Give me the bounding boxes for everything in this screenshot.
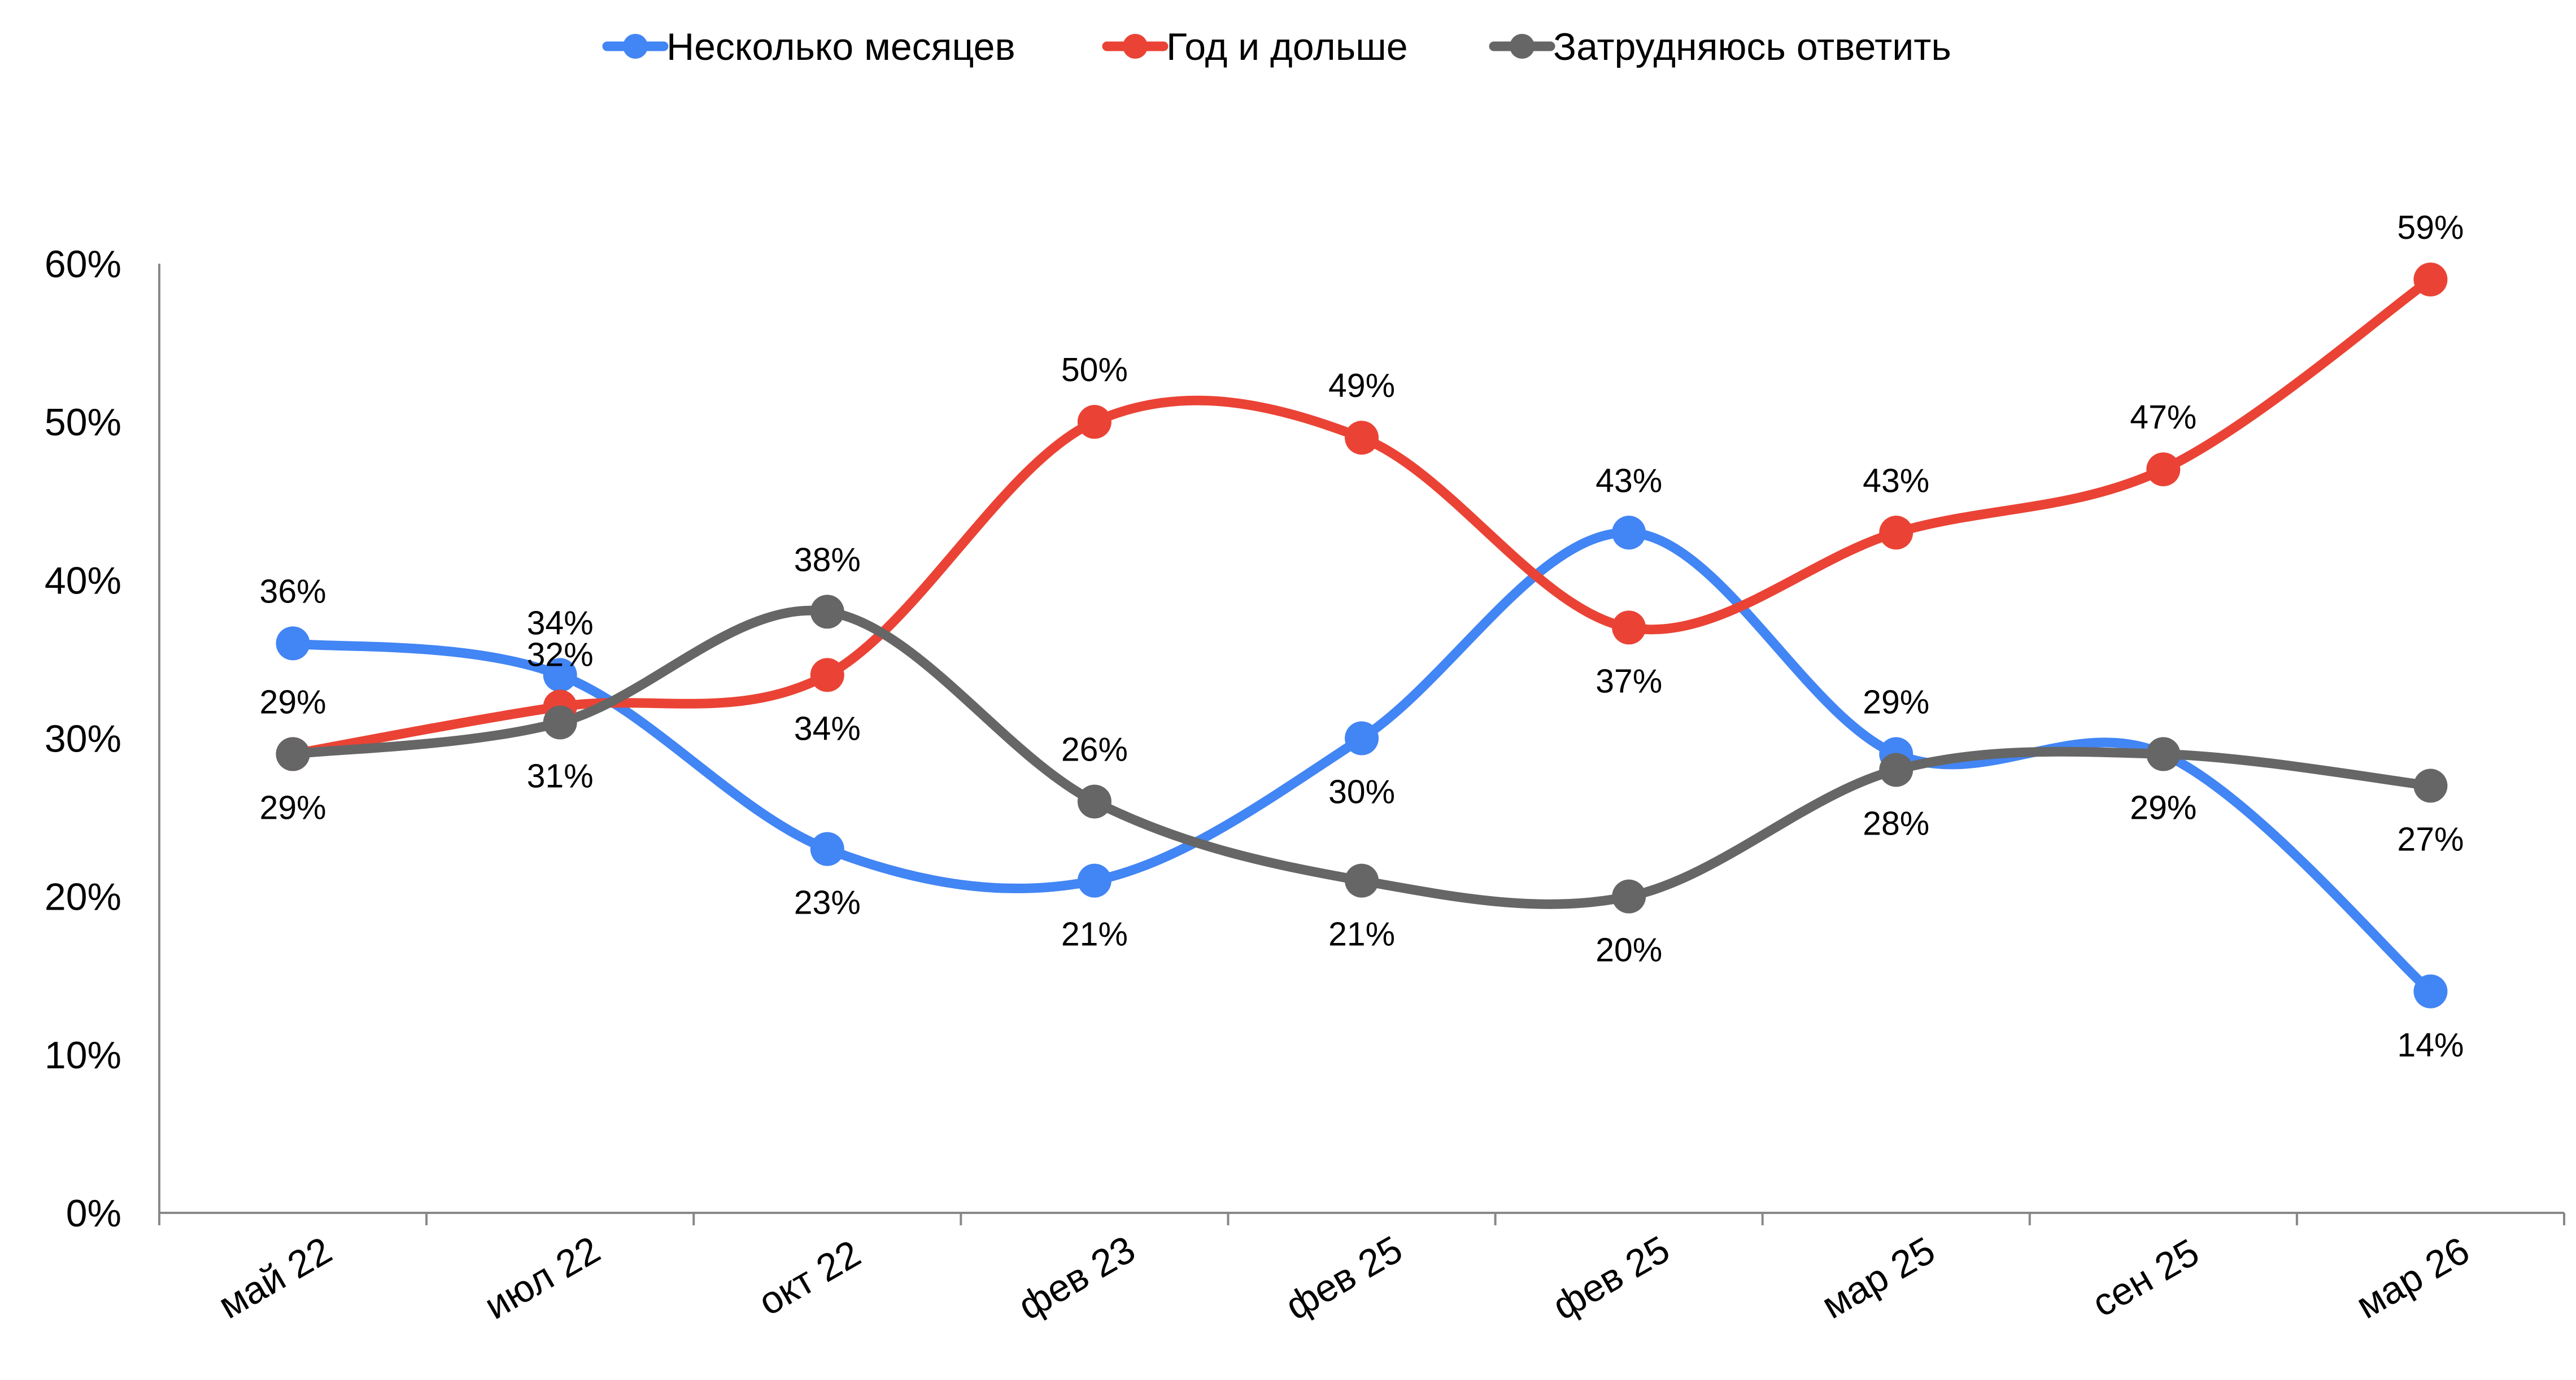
legend: Несколько месяцев Год и дольше Затрудняюсь…	[602, 25, 1951, 68]
x-axis-ticks: май 22 июл 22 окт 22 фев 23 фев 25 фев 25 мар …	[158, 1213, 2565, 1328]
series-1-data-label: 23%	[794, 884, 861, 922]
series-3-data-label: 20%	[1596, 932, 1662, 969]
legend-label: Затрудняюсь ответить	[1553, 25, 1951, 68]
series-2-line	[288, 274, 2435, 759]
series-3-data-label: 26%	[1061, 731, 1128, 768]
legend-item-2: Год и дольше	[1102, 25, 1408, 68]
legend-item-1: Несколько месяцев	[602, 25, 1015, 68]
series-3-point	[1345, 863, 1379, 898]
series-1-point	[543, 658, 577, 692]
series-2-data-label: 29%	[260, 684, 326, 721]
series-3-data-label: 29%	[2130, 789, 2196, 827]
series-2-point	[1612, 610, 1646, 645]
series-1-line	[288, 527, 2435, 997]
series-1-point	[1077, 863, 1112, 898]
series-2-point	[2146, 452, 2181, 487]
series-1-point	[276, 626, 310, 661]
legend-item-3: Затрудняюсь ответить	[1489, 25, 1951, 68]
series-2-point	[1345, 421, 1379, 455]
series-1-data-label: 21%	[1061, 916, 1128, 953]
x-tick-label: сен 25	[2085, 1230, 2207, 1325]
series-2-data-label: 37%	[1596, 662, 1662, 700]
legend-label: Год и дольше	[1166, 25, 1408, 68]
series-3-point	[276, 737, 310, 771]
legend-marker-swatch	[1510, 34, 1535, 59]
series-3-data-label: 29%	[260, 789, 326, 827]
x-tick-label: фев 25	[1545, 1228, 1676, 1328]
series-2-data-label: 47%	[2130, 399, 2196, 436]
series-2-data-label: 34%	[794, 710, 861, 747]
series-1-data-label: 34%	[527, 604, 594, 641]
legend-marker-swatch	[1123, 34, 1148, 59]
x-tick-label: фев 25	[1278, 1228, 1409, 1328]
series-points	[276, 263, 2448, 1008]
series-2-point	[2413, 263, 2448, 297]
x-tick-label: май 22	[211, 1229, 339, 1327]
series-3-point	[543, 705, 577, 740]
x-tick-label: окт 22	[751, 1232, 868, 1324]
series-2-data-label: 49%	[1328, 367, 1395, 404]
series-2-data-label: 50%	[1061, 351, 1128, 388]
series-3-data-label: 27%	[2397, 821, 2464, 858]
series-1-point	[1345, 721, 1379, 755]
series-2-data-label: 32%	[527, 636, 594, 673]
series-1-data-label: 29%	[1863, 684, 1929, 721]
x-tick-label: фев 23	[1011, 1228, 1142, 1328]
series-3-point	[810, 595, 844, 629]
series-2-point	[1077, 405, 1112, 439]
series-2-data-label: 59%	[2397, 209, 2464, 246]
series-3-point	[1077, 784, 1112, 819]
series-1-data-label: 30%	[1328, 774, 1395, 811]
series-1-data-label: 43%	[1596, 462, 1662, 499]
series-3-point	[1879, 753, 1914, 787]
y-tick-label: 30%	[45, 718, 121, 761]
legend-label: Несколько месяцев	[666, 25, 1015, 68]
series-1-point	[1612, 516, 1646, 550]
y-tick-label: 50%	[45, 401, 121, 444]
y-tick-label: 20%	[45, 876, 121, 919]
series-3-point	[1612, 879, 1646, 914]
series-3-data-label: 28%	[1863, 805, 1929, 842]
series-3-point	[2413, 768, 2448, 803]
series-3-data-label: 31%	[527, 757, 594, 794]
legend-marker-swatch	[623, 34, 648, 59]
series-1-point	[2413, 974, 2448, 1008]
series-2-point	[1879, 516, 1914, 550]
series-3-point	[2146, 737, 2181, 771]
series-1-point	[810, 832, 844, 866]
y-tick-label: 40%	[45, 559, 121, 602]
series-1-data-label: 14%	[2397, 1027, 2464, 1064]
series-1-data-label: 29%	[2130, 789, 2196, 827]
series-3-data-label: 38%	[794, 541, 861, 578]
series-1-data-label: 36%	[260, 573, 326, 610]
x-tick-label: мар 25	[1815, 1229, 1942, 1327]
series-2-point	[810, 658, 844, 692]
x-tick-label: мар 26	[2349, 1229, 2477, 1327]
x-tick-label: июл 22	[477, 1228, 607, 1328]
y-tick-label: 60%	[45, 243, 121, 286]
y-axis-ticks: 0% 10% 20% 30% 40% 50% 60%	[45, 243, 121, 1235]
series-3-line	[288, 605, 2435, 909]
y-tick-label: 10%	[45, 1034, 121, 1077]
y-tick-label: 0%	[66, 1192, 121, 1235]
data-labels: 36%34%23%21%30%43%29%29%14%29%32%34%50% 4…	[260, 209, 2464, 1064]
series-3-data-label: 21%	[1328, 916, 1395, 953]
series-2-data-label: 43%	[1863, 462, 1929, 499]
